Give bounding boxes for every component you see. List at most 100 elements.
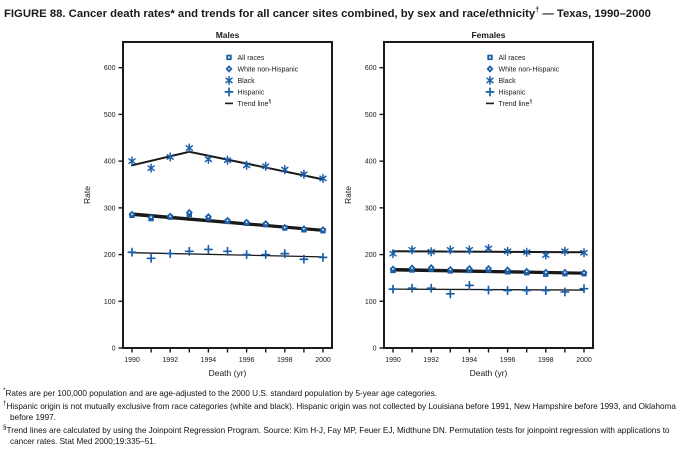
legend-diamond-icon <box>225 65 233 73</box>
data-point <box>127 247 137 257</box>
y-tick-label: 300 <box>365 205 377 212</box>
legend-label: All races <box>238 55 265 62</box>
footnotes: *Rates are per 100,000 population and ar… <box>3 386 688 447</box>
legend-label: Black <box>238 78 256 85</box>
x-tick-label: 1990 <box>385 357 401 364</box>
data-point <box>242 250 252 260</box>
x-tick-label: 1994 <box>462 357 478 364</box>
data-point <box>522 247 531 257</box>
y-tick-label: 0 <box>373 346 377 353</box>
data-point <box>542 268 550 277</box>
y-axis-label: Rate <box>82 186 92 204</box>
footnote-symbol: § <box>3 424 7 432</box>
x-axis-label: Death (yr) <box>470 368 508 378</box>
figure-title-dagger: † <box>535 5 540 14</box>
data-point <box>261 250 271 260</box>
legend-plus-icon <box>224 87 234 97</box>
data-point <box>243 218 251 227</box>
chart-title: Females <box>471 30 505 40</box>
data-point <box>446 245 455 255</box>
x-tick-label: 1992 <box>423 357 439 364</box>
data-point <box>464 280 474 290</box>
data-point <box>561 268 569 277</box>
legend-asterisk-icon <box>225 75 233 86</box>
legend-diamond-icon <box>486 65 494 73</box>
data-point <box>426 283 436 293</box>
footnote-symbol: * <box>3 387 6 394</box>
data-point <box>166 212 174 220</box>
data-point <box>281 223 289 232</box>
data-point <box>184 246 194 256</box>
legend-label: All races <box>499 55 526 62</box>
data-point <box>523 267 531 276</box>
data-point <box>427 263 435 272</box>
data-point <box>318 252 328 262</box>
y-tick-label: 600 <box>365 65 377 72</box>
chart-title: Males <box>216 30 240 40</box>
figure-title-text: FIGURE 88. Cancer death rates* and trend… <box>4 7 536 20</box>
y-tick-label: 200 <box>104 252 116 259</box>
data-point <box>389 248 397 259</box>
footnote-3: §Trend lines are calculated by using the… <box>3 423 688 447</box>
y-tick-label: 600 <box>104 65 116 72</box>
data-point <box>128 156 136 166</box>
data-point <box>522 285 532 296</box>
data-point <box>465 245 474 255</box>
x-tick-label: 2000 <box>315 357 331 364</box>
x-tick-label: 1998 <box>277 357 293 364</box>
x-tick-label: 1996 <box>500 357 516 364</box>
data-point <box>185 208 193 217</box>
data-point <box>147 163 155 173</box>
data-point <box>485 264 492 273</box>
data-point <box>542 250 550 260</box>
data-point <box>561 246 569 256</box>
plot-border <box>383 41 594 349</box>
data-point <box>484 243 493 254</box>
x-tick-label: 2000 <box>576 357 592 364</box>
legend-square-icon <box>226 54 232 61</box>
data-point <box>128 210 136 219</box>
legend-plus-icon <box>485 87 495 97</box>
data-point <box>300 225 308 233</box>
y-tick-label: 0 <box>112 346 116 353</box>
data-point <box>204 213 212 221</box>
data-point <box>560 287 570 297</box>
figure-title: FIGURE 88. Cancer death rates* and trend… <box>4 5 651 20</box>
data-point <box>281 164 289 175</box>
data-point <box>388 284 398 294</box>
data-point <box>408 245 416 255</box>
legend-asterisk-icon <box>486 75 494 86</box>
y-tick-label: 400 <box>365 159 377 166</box>
y-tick-label: 300 <box>104 205 116 212</box>
data-point <box>319 226 327 234</box>
data-point <box>166 152 174 162</box>
x-axis-label: Death (yr) <box>209 368 247 378</box>
data-point <box>580 248 588 258</box>
data-point <box>146 253 156 263</box>
legend-label: Hispanic <box>238 90 265 97</box>
x-tick-label: 1998 <box>538 357 554 364</box>
y-tick-label: 100 <box>365 299 377 306</box>
data-point <box>300 169 308 179</box>
data-point <box>445 289 455 299</box>
data-point <box>222 246 233 256</box>
data-point <box>147 213 155 221</box>
data-point <box>299 254 309 264</box>
footnote-symbol: † <box>3 400 7 408</box>
legend-label: Trend line§ <box>499 99 533 108</box>
legend-square-icon <box>487 54 493 61</box>
data-point <box>262 220 270 228</box>
y-tick-label: 200 <box>365 252 377 259</box>
data-point <box>408 264 416 272</box>
x-tick-label: 1994 <box>201 357 217 364</box>
data-point <box>185 143 194 153</box>
data-point <box>504 266 512 274</box>
data-point <box>242 160 251 170</box>
females-chart: 0 100 200 300 400 500 600 1990 1992 1994 1996 1998 2… <box>343 30 594 378</box>
x-tick-label: 1996 <box>239 357 255 364</box>
males-chart: 0 100 200 300 400 500 600 1990 1992 1994 1996 1998 2… <box>82 30 333 378</box>
y-axis-label: Rate <box>343 186 353 204</box>
y-tick-label: 400 <box>104 159 116 166</box>
footnote-1: *Rates are per 100,000 population and ar… <box>3 386 688 399</box>
